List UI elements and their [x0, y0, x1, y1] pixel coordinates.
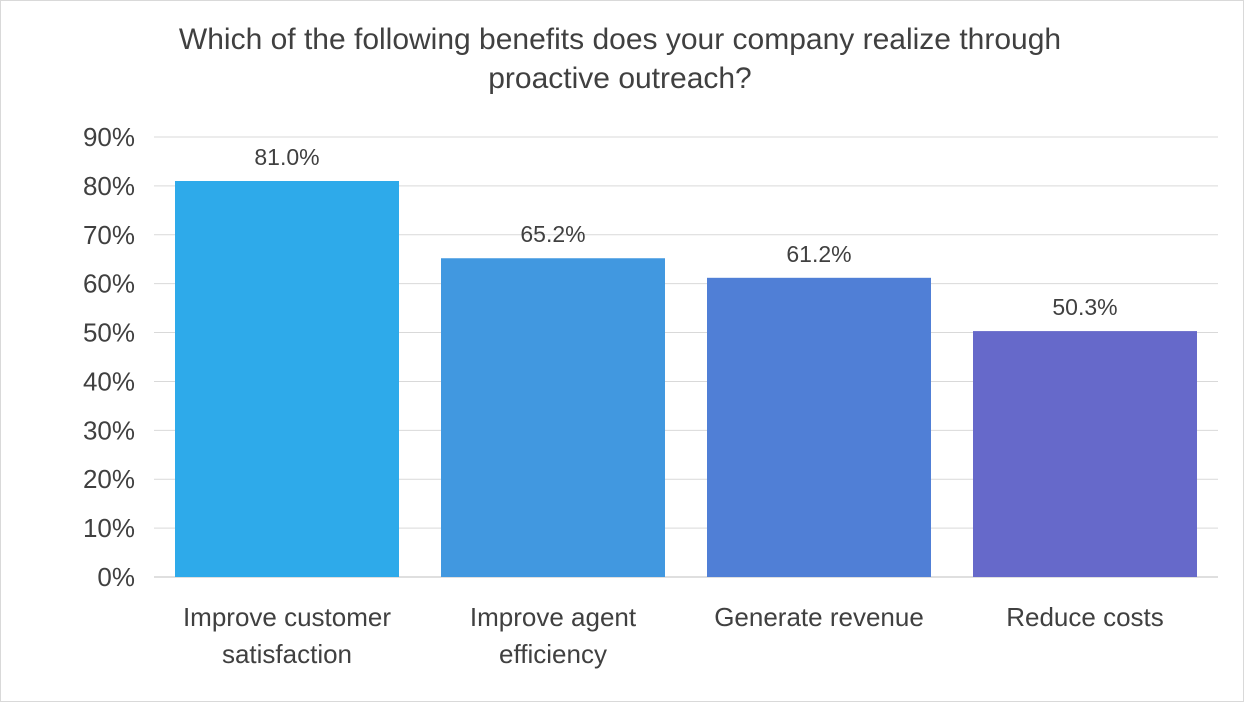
- y-tick-label: 30%: [83, 415, 135, 445]
- x-tick-label: Improve agent efficiency: [470, 602, 637, 669]
- y-tick-label: 50%: [83, 318, 135, 348]
- y-tick-label: 80%: [83, 171, 135, 201]
- y-tick-label: 10%: [83, 513, 135, 543]
- data-label: 81.0%: [254, 144, 319, 170]
- x-axis: Improve customer satisfaction Improve agen…: [183, 602, 1164, 669]
- bar: [441, 258, 665, 577]
- bar: [707, 277, 931, 577]
- y-tick-label: 20%: [83, 464, 135, 494]
- x-tick-label: Reduce costs: [1006, 602, 1164, 632]
- bars: 81.0% 65.2% 61.2% 50.3%: [175, 144, 1197, 577]
- x-tick-label: Improve customer satisfaction: [183, 602, 391, 669]
- y-axis: 0% 10% 20% 30% 40% 50% 60% 70% 80% 90%: [83, 122, 135, 592]
- y-tick-label: 60%: [83, 269, 135, 299]
- y-tick-label: 70%: [83, 220, 135, 250]
- data-label: 65.2%: [520, 221, 585, 247]
- data-label: 61.2%: [786, 241, 851, 267]
- chart-title: Which of the following benefits does you…: [178, 23, 1062, 95]
- y-tick-label: 90%: [83, 122, 135, 152]
- data-label: 50.3%: [1052, 294, 1117, 320]
- y-tick-label: 0%: [97, 562, 135, 592]
- bar: [973, 331, 1197, 577]
- x-tick-label: Generate revenue: [714, 602, 924, 632]
- bar: [175, 181, 399, 577]
- y-tick-label: 40%: [83, 366, 135, 396]
